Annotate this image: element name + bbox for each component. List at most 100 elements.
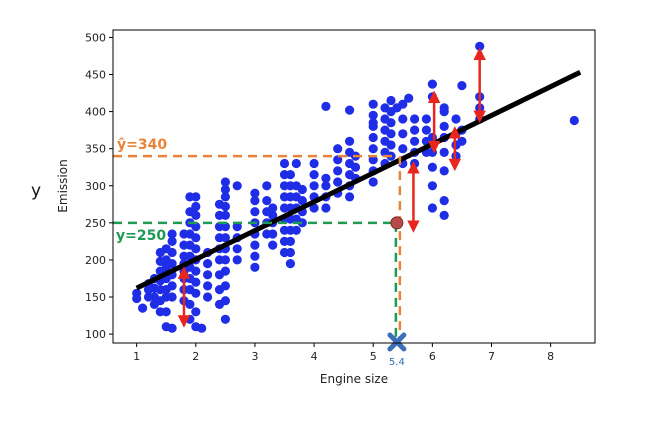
x-tick-label: 6: [429, 350, 436, 363]
data-point: [291, 225, 301, 235]
data-point: [232, 181, 242, 191]
regression-line: [135, 70, 582, 291]
data-point: [279, 158, 290, 169]
x-value-label: 5.4: [389, 357, 405, 368]
data-point: [167, 247, 177, 258]
data-point: [392, 103, 402, 113]
data-point: [285, 247, 295, 258]
data-point: [285, 236, 295, 246]
data-point: [350, 162, 361, 172]
data-point: [368, 110, 378, 120]
data-point: [220, 314, 230, 324]
data-point: [268, 210, 278, 220]
data-point: [439, 147, 449, 157]
data-point: [427, 147, 437, 157]
data-point: [232, 255, 242, 265]
data-point: [132, 288, 142, 298]
data-point: [345, 192, 355, 202]
data-point: [439, 196, 449, 206]
data-point: [220, 201, 230, 212]
data-point: [232, 222, 242, 232]
data-point: [321, 203, 331, 213]
y-tick-label: 450: [85, 69, 106, 82]
data-point: [220, 210, 230, 220]
data-point: [203, 292, 213, 302]
data-point: [285, 170, 295, 180]
data-point: [457, 81, 467, 91]
data-point: [297, 196, 307, 206]
data-point: [268, 203, 278, 213]
y-tick-label: 100: [85, 328, 106, 341]
data-point: [161, 307, 171, 317]
y-tick-label: 350: [85, 143, 106, 156]
data-point: [368, 118, 378, 128]
data-point: [475, 41, 485, 51]
y-actual-label: y=250: [116, 228, 166, 244]
y-tick-label: 250: [85, 217, 106, 230]
data-point: [427, 79, 437, 89]
data-point: [309, 158, 319, 169]
data-point: [297, 218, 307, 228]
x-tick-label: 3: [251, 350, 258, 363]
y-tick-label: 500: [85, 31, 106, 44]
x-tick-label: 1: [133, 350, 140, 363]
data-point: [439, 166, 449, 176]
data-point: [427, 92, 437, 102]
data-point: [410, 136, 420, 146]
data-point: [262, 181, 272, 191]
data-point: [309, 181, 319, 191]
data-point: [321, 101, 331, 111]
data-point: [191, 222, 201, 232]
data-point: [220, 184, 230, 195]
data-point: [220, 192, 230, 202]
data-point: [321, 181, 331, 191]
data-point: [203, 259, 213, 269]
y-tick-label: 300: [85, 180, 106, 193]
data-point: [138, 303, 148, 313]
data-point: [220, 296, 230, 306]
x-tick-label: 5: [370, 350, 377, 363]
data-point: [167, 229, 177, 239]
data-point: [439, 103, 449, 113]
data-point: [167, 281, 177, 291]
data-point: [220, 222, 230, 232]
data-point: [368, 177, 378, 187]
data-point: [167, 323, 177, 333]
data-point: [297, 184, 307, 195]
data-point: [421, 114, 431, 124]
data-point: [185, 314, 195, 324]
y-axis-label: Emission: [56, 159, 70, 212]
data-point: [321, 173, 331, 183]
y-tick-label: 200: [85, 254, 106, 267]
data-point: [398, 144, 408, 154]
data-point: [386, 118, 396, 128]
data-point: [191, 233, 201, 243]
data-point: [268, 240, 278, 250]
data-point: [185, 299, 195, 309]
data-point: [250, 262, 260, 272]
data-point: [368, 144, 378, 154]
data-point: [439, 210, 449, 220]
data-point: [451, 114, 461, 124]
data-point: [427, 203, 437, 213]
data-point: [398, 114, 408, 124]
data-point: [386, 95, 396, 106]
data-point: [333, 177, 343, 187]
data-point: [427, 181, 437, 191]
x-tick-label: 8: [547, 350, 554, 363]
data-point: [291, 158, 301, 169]
data-point: [191, 201, 201, 212]
data-point: [220, 233, 230, 243]
data-point: [386, 140, 396, 150]
data-point: [191, 192, 201, 202]
x-tick-label: 2: [192, 350, 199, 363]
data-point: [191, 244, 201, 254]
data-point: [309, 170, 319, 180]
y-tick-label: 400: [85, 106, 106, 119]
data-point: [368, 155, 378, 165]
data-point: [220, 255, 230, 265]
data-point: [410, 114, 420, 124]
data-point: [191, 266, 201, 276]
